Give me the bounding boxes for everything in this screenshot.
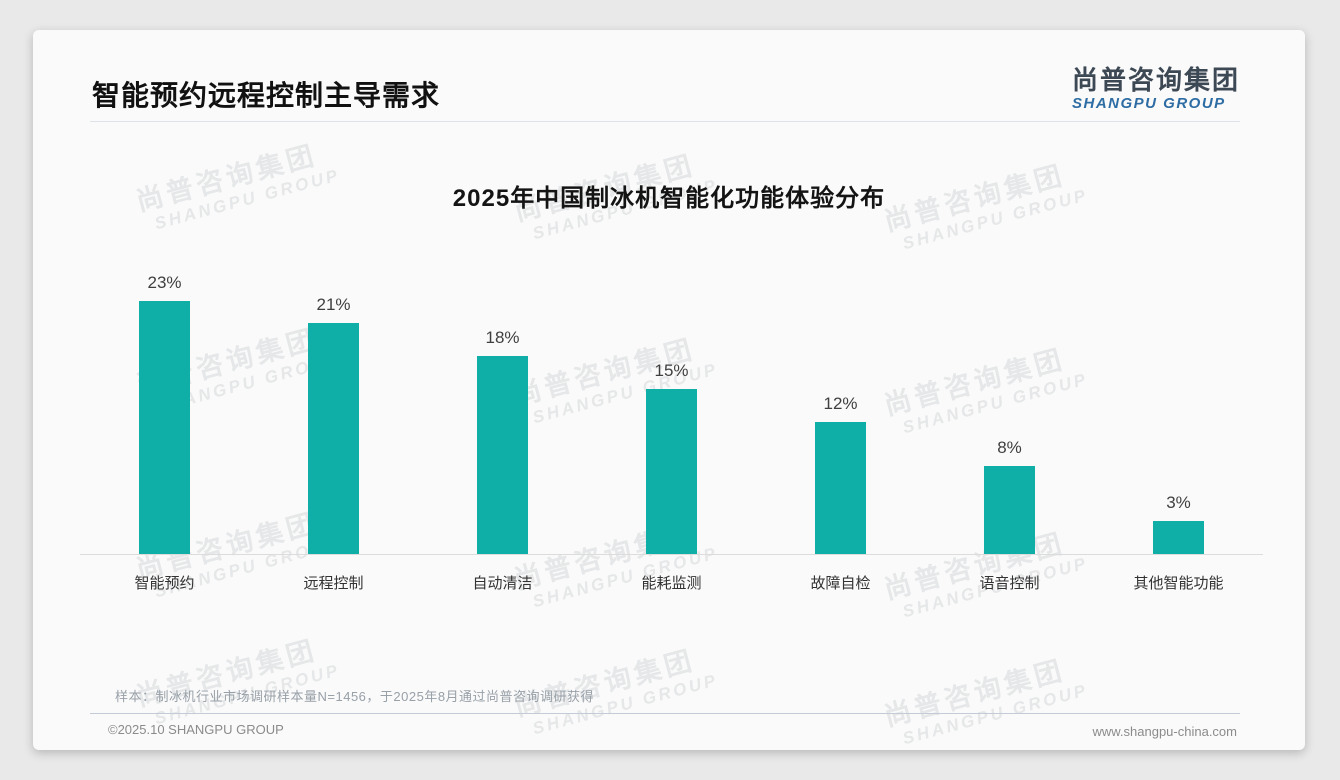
bar-slot: 21% — [249, 295, 418, 554]
bar — [646, 389, 697, 554]
bar-slot: 3% — [1094, 493, 1263, 554]
bar-chart: 23% 21% 18% 15% 12% 8% 3% 智能预约 远程控制 自动清洁 能耗监测 故障自检… — [80, 270, 1263, 593]
sample-note: 样本：制冰机行业市场调研样本量N=1456，于2025年8月通过尚普咨询调研获得 — [115, 689, 595, 704]
watermark: 尚普咨询集团 SHANGPU GROUP — [881, 654, 1091, 749]
bar-value-label: 21% — [316, 295, 351, 314]
logo-chinese-text: 尚普咨询集团 — [1071, 65, 1240, 95]
category-label: 远程控制 — [303, 575, 364, 592]
logo-english-text: SHANGPU GROUP — [1071, 94, 1226, 112]
bar-value-label: 23% — [147, 273, 182, 292]
bar-value-label: 12% — [823, 394, 858, 413]
category-label: 语音控制 — [979, 575, 1040, 592]
category-axis: 智能预约 远程控制 自动清洁 能耗监测 故障自检 语音控制 其他智能功能 — [80, 555, 1263, 593]
header-divider — [90, 121, 1240, 122]
footer-divider — [90, 713, 1240, 714]
bar — [139, 301, 190, 554]
bar — [1153, 521, 1204, 554]
bar — [308, 323, 359, 554]
bar-value-label: 3% — [1166, 493, 1191, 512]
category-label: 其他智能功能 — [1133, 575, 1224, 592]
bar-value-label: 18% — [485, 328, 520, 347]
bar-slot: 15% — [587, 361, 756, 554]
bar — [984, 466, 1035, 554]
slide-card: 尚普咨询集团 SHANGPU GROUP 尚普咨询集团 SHANGPU GROUP 尚普… — [33, 30, 1305, 750]
bar-slot: 18% — [418, 328, 587, 554]
page-title: 智能预约远程控制主导需求 — [92, 80, 441, 111]
bar-slot: 23% — [80, 273, 249, 554]
company-logo: 尚普咨询集团 SHANGPU GROUP — [1072, 66, 1240, 113]
category-label: 智能预约 — [134, 575, 195, 592]
bar-slot: 12% — [756, 394, 925, 554]
bar-value-label: 15% — [654, 361, 689, 380]
footer-copyright: ©2025.10 SHANGPU GROUP — [108, 722, 284, 737]
bar-value-label: 8% — [997, 438, 1022, 457]
bars-area: 23% 21% 18% 15% 12% 8% 3% — [80, 270, 1263, 555]
bar — [815, 422, 866, 554]
category-label: 故障自检 — [810, 575, 871, 592]
bar — [477, 356, 528, 554]
category-label: 自动清洁 — [472, 575, 533, 592]
bar-slot: 8% — [925, 438, 1094, 554]
footer-website: www.shangpu-china.com — [1092, 724, 1237, 739]
chart-title: 2025年中国制冰机智能化功能体验分布 — [452, 185, 886, 212]
category-label: 能耗监测 — [641, 575, 702, 592]
watermark: 尚普咨询集团 SHANGPU GROUP — [133, 634, 343, 729]
